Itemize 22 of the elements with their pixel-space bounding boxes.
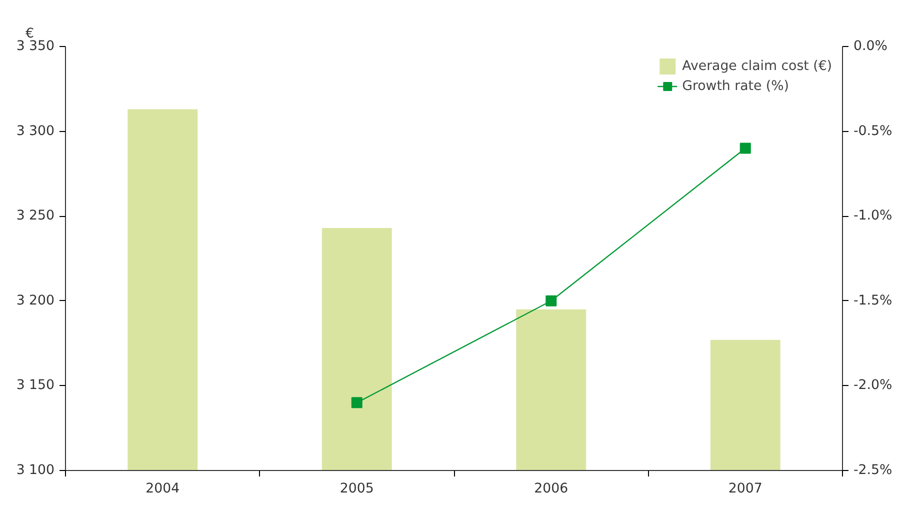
y2-tick-label: -2.5%: [854, 463, 892, 478]
y-tick-label: 3 100: [16, 463, 54, 478]
x-tick-label: 2004: [146, 482, 180, 496]
y-tick-label: 3 300: [16, 124, 54, 139]
point: [740, 142, 751, 154]
y2-tick-label: -2.0%: [854, 378, 892, 394]
y-tick-label: 3 250: [16, 208, 54, 224]
legend-label: Average claim cost (€): [682, 58, 832, 74]
x-tick-label: 2007: [728, 482, 762, 496]
x-tick-label: 2005: [340, 482, 374, 496]
y2-tick-label: 0.0%: [854, 39, 888, 54]
y-tick-label: 3 150: [16, 378, 54, 394]
x-tick-label: 2006: [534, 482, 568, 496]
point: [351, 397, 362, 408]
y2-tick-label: -1.0%: [854, 208, 892, 224]
y-axis-title: €: [26, 26, 34, 42]
y-tick-label: 3 200: [16, 293, 54, 308]
y-tick-label: 3 350: [16, 39, 54, 54]
legend-label: Growth rate (%): [682, 78, 789, 94]
y2-tick-label: -1.5%: [854, 293, 892, 308]
y2-tick-label: -0.5%: [854, 124, 892, 139]
point: [546, 295, 557, 306]
